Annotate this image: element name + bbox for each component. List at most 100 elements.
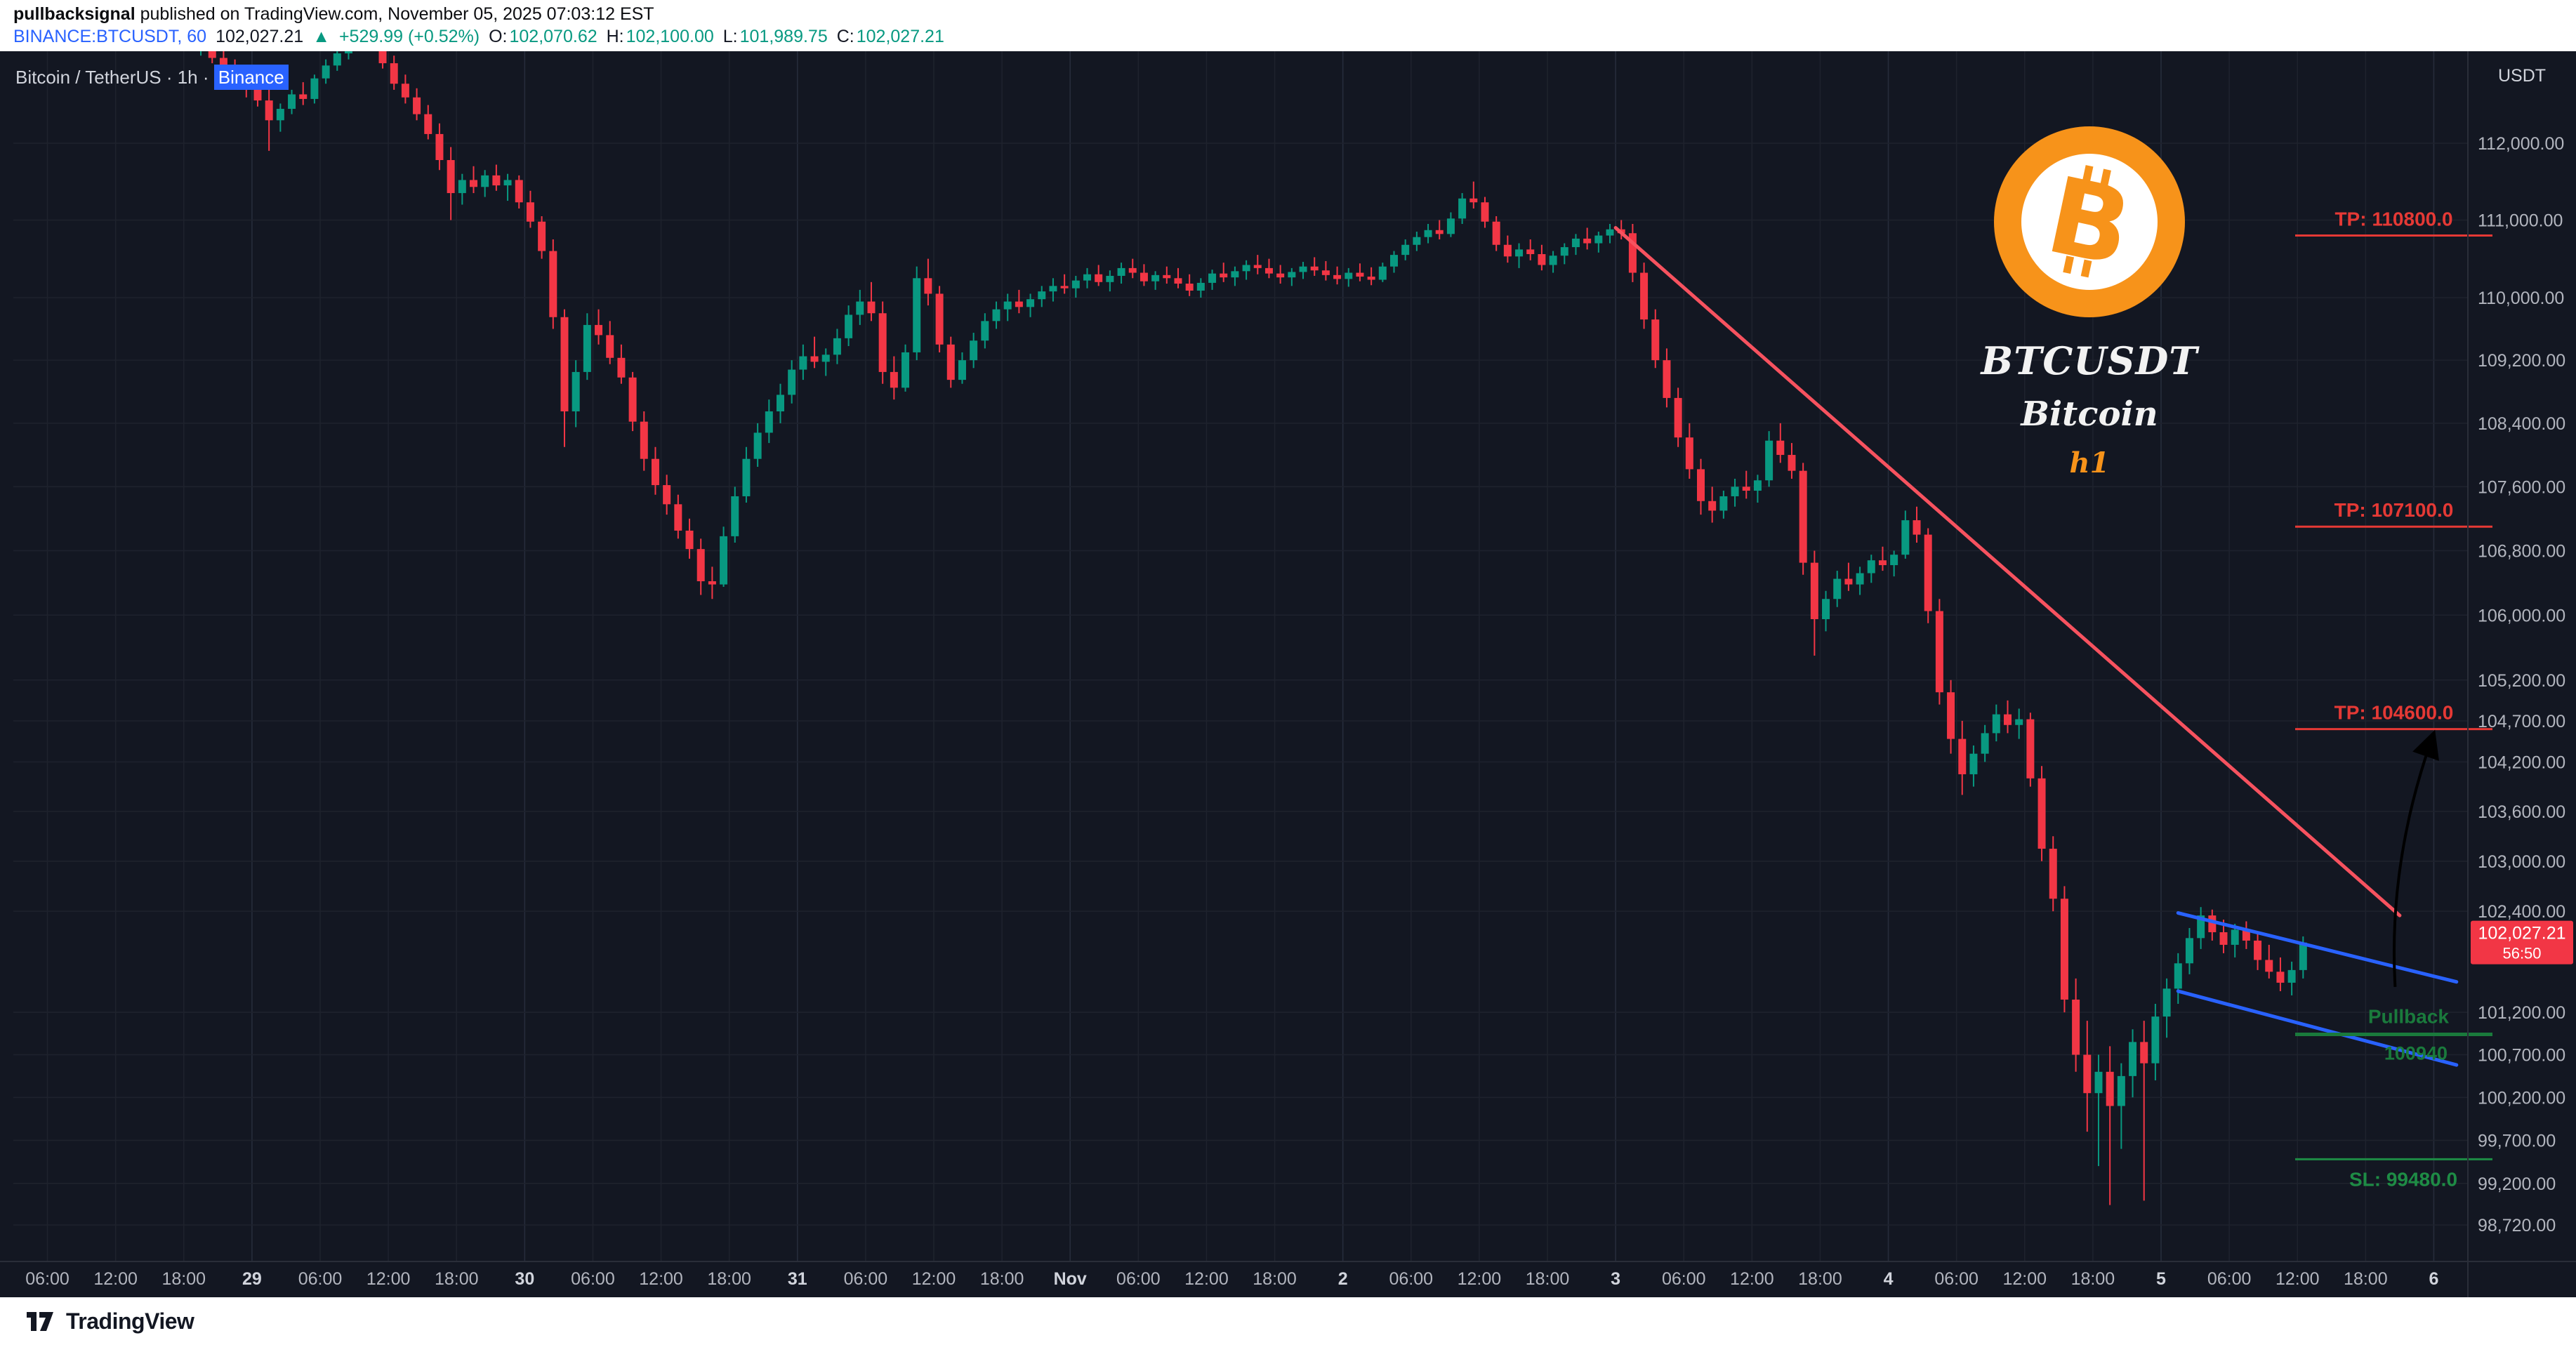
candle-body xyxy=(1276,273,1285,278)
candle-body xyxy=(1242,265,1250,272)
open-label: O: xyxy=(489,27,508,46)
bitcoin-logo-inner-circle xyxy=(2021,154,2158,290)
candle-body xyxy=(617,357,626,378)
candle-body xyxy=(901,352,910,388)
candle-body xyxy=(878,313,887,372)
candle-body xyxy=(1503,244,1512,257)
candle-body xyxy=(2299,942,2307,970)
candle-body xyxy=(1288,272,1296,278)
candle-body xyxy=(322,65,330,79)
candle-body xyxy=(549,251,557,317)
candle-body xyxy=(992,309,1000,322)
candle-body xyxy=(1958,738,1967,774)
candle-body xyxy=(1469,198,1478,203)
candle-body xyxy=(1299,266,1307,272)
candle-body xyxy=(1765,440,1774,481)
candle-body xyxy=(2185,938,2193,964)
candle-body xyxy=(2004,714,2012,725)
time-axis-label: 12:00 xyxy=(1184,1269,1229,1289)
time-axis-label: 18:00 xyxy=(1526,1269,1570,1289)
current-price-badge-price: 102,027.21 xyxy=(2478,924,2565,943)
candle-body xyxy=(1083,274,1091,281)
candle-body xyxy=(1220,273,1228,278)
candle-body xyxy=(2015,719,2023,725)
candle-body xyxy=(1583,238,1592,244)
candle-body xyxy=(1969,753,1978,774)
candle-body xyxy=(299,94,308,99)
candle-body xyxy=(1856,573,1864,585)
candle-body xyxy=(1515,249,1524,257)
candle-body xyxy=(663,485,671,505)
candle-body xyxy=(651,458,659,486)
candle-body xyxy=(595,324,603,336)
candle-body xyxy=(1947,692,1955,739)
candle-body xyxy=(2231,929,2239,945)
candle-body xyxy=(265,100,273,121)
watermark-exchange-highlight: Binance xyxy=(213,65,289,90)
high-label: H: xyxy=(606,27,624,46)
time-axis-label: 18:00 xyxy=(707,1269,751,1289)
time-axis-label: 06:00 xyxy=(25,1269,70,1289)
time-axis-label: 18:00 xyxy=(1253,1269,1297,1289)
published-line: pullbacksignal published on TradingView.… xyxy=(13,4,2576,25)
symbol-watermark: Bitcoin / TetherUS · 1h · Binance xyxy=(15,65,289,90)
candle-body xyxy=(731,496,739,536)
candle-body xyxy=(1038,291,1046,300)
candle-body xyxy=(1163,274,1171,279)
pullback-label: Pullback xyxy=(2368,1005,2450,1027)
time-axis-label: 4 xyxy=(1884,1269,1894,1289)
candle-body xyxy=(526,202,534,222)
time-axis-label: 12:00 xyxy=(2002,1269,2047,1289)
candle-body xyxy=(1833,578,1842,599)
candle-body xyxy=(958,360,966,380)
candle-body xyxy=(788,369,796,395)
candle-body xyxy=(2106,1071,2114,1106)
candle-body xyxy=(1071,280,1080,289)
candle-body xyxy=(424,114,432,134)
time-axis-label: 18:00 xyxy=(2071,1269,2115,1289)
time-axis-label: 12:00 xyxy=(93,1269,138,1289)
candle-body xyxy=(1231,271,1239,278)
candle-body xyxy=(856,301,864,315)
candle-body xyxy=(2117,1075,2125,1106)
candle-body xyxy=(981,321,989,341)
candle-body xyxy=(1378,266,1387,280)
candle-body xyxy=(2254,940,2262,960)
candle-body xyxy=(1117,267,1125,276)
candle-body xyxy=(276,109,284,121)
candle-body xyxy=(777,395,784,412)
current-price-badge xyxy=(2471,920,2573,965)
candle-body xyxy=(1435,230,1444,234)
candle-body xyxy=(1708,501,1717,511)
time-axis-label: 31 xyxy=(788,1269,807,1289)
price-axis[interactable] xyxy=(2468,51,2576,1297)
time-axis[interactable] xyxy=(0,1261,2576,1297)
time-axis-label: 6 xyxy=(2429,1269,2438,1289)
candle-body xyxy=(1560,247,1568,256)
candle-body xyxy=(538,221,546,251)
time-axis-label: 12:00 xyxy=(912,1269,956,1289)
candle-body xyxy=(845,314,853,338)
candle-body xyxy=(2049,849,2057,899)
candle-body xyxy=(1878,560,1887,566)
candle-body xyxy=(2219,932,2228,945)
time-axis-label: 18:00 xyxy=(435,1269,479,1289)
candle-body xyxy=(935,293,944,345)
branding-timeframe: h1 xyxy=(2069,446,2110,479)
candle-body xyxy=(2162,988,2171,1017)
candle-body xyxy=(674,504,682,531)
candle-body xyxy=(628,377,637,422)
downtrend-line xyxy=(1613,226,2402,917)
tradingview-logo[interactable]: TradingView xyxy=(27,1308,194,1334)
candle-body xyxy=(1594,235,1603,244)
price-axis-label: 106,000.00 xyxy=(2478,606,2565,625)
take-profit-label: TP: 104600.0 xyxy=(2334,702,2454,724)
candle-body xyxy=(378,41,387,64)
symbol-link[interactable]: BINANCE:BTCUSDT, 60 xyxy=(13,27,207,46)
price-change: +529.99 (+0.52%) xyxy=(338,27,480,46)
candle-body xyxy=(583,324,591,372)
candle-body xyxy=(1424,230,1432,237)
projection-arrow xyxy=(2393,729,2439,988)
candle-body xyxy=(1413,237,1421,245)
candle-body xyxy=(1492,221,1500,245)
